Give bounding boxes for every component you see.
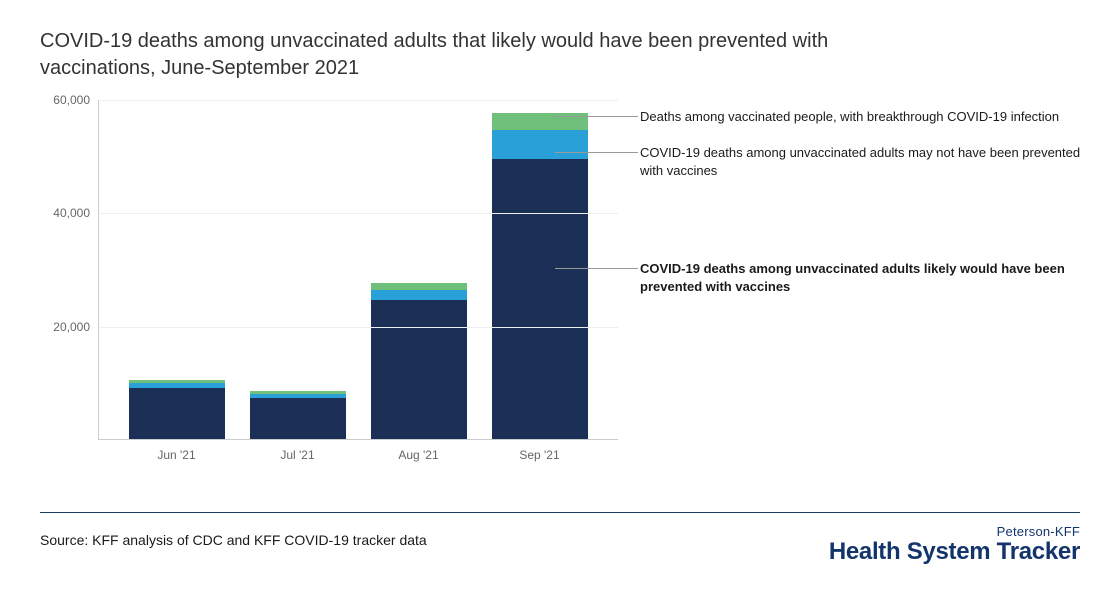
grid-line xyxy=(99,213,618,214)
grid-line xyxy=(99,100,618,101)
bar-segment-prevented xyxy=(371,300,467,439)
x-tick-label: Aug '21 xyxy=(371,448,467,462)
brand-top: Peterson-KFF xyxy=(829,524,1080,539)
bar-segment-not_prevented xyxy=(492,130,588,158)
y-tick-label: 40,000 xyxy=(53,206,90,220)
bar-segment-prevented xyxy=(492,159,588,440)
bar-segment-breakthrough xyxy=(371,283,467,290)
chart: 20,00040,00060,000 Deaths among vaccinat… xyxy=(40,100,1080,490)
y-tick-label: 60,000 xyxy=(53,93,90,107)
grid-line xyxy=(99,327,618,328)
bars-container xyxy=(99,100,618,439)
bar xyxy=(129,380,225,439)
bar xyxy=(371,283,467,439)
x-axis-labels: Jun '21 Jul '21 Aug '21 Sep '21 xyxy=(98,448,618,462)
x-tick-label: Jul '21 xyxy=(250,448,346,462)
y-axis: 20,00040,00060,000 xyxy=(40,100,98,440)
legend-leader xyxy=(555,116,638,117)
source-text: Source: KFF analysis of CDC and KFF COVI… xyxy=(40,532,427,548)
bar xyxy=(492,113,588,439)
footer-rule xyxy=(40,512,1080,513)
legend-leader xyxy=(555,268,638,269)
bar-segment-prevented xyxy=(129,388,225,439)
brand-main: Health System Tracker xyxy=(829,539,1080,564)
bar xyxy=(250,391,346,439)
x-tick-label: Jun '21 xyxy=(129,448,225,462)
legend-item: COVID-19 deaths among unvaccinated adult… xyxy=(640,260,1100,295)
y-tick-label: 20,000 xyxy=(53,320,90,334)
brand-block: Peterson-KFF Health System Tracker xyxy=(829,524,1080,564)
bar-segment-not_prevented xyxy=(371,290,467,300)
x-tick-label: Sep '21 xyxy=(492,448,588,462)
legend-item: Deaths among vaccinated people, with bre… xyxy=(640,108,1059,126)
legend-item: COVID-19 deaths among unvaccinated adult… xyxy=(640,144,1100,179)
bar-segment-prevented xyxy=(250,398,346,439)
plot-area xyxy=(98,100,618,440)
legend-leader xyxy=(555,152,638,153)
chart-title: COVID-19 deaths among unvaccinated adult… xyxy=(40,28,940,82)
